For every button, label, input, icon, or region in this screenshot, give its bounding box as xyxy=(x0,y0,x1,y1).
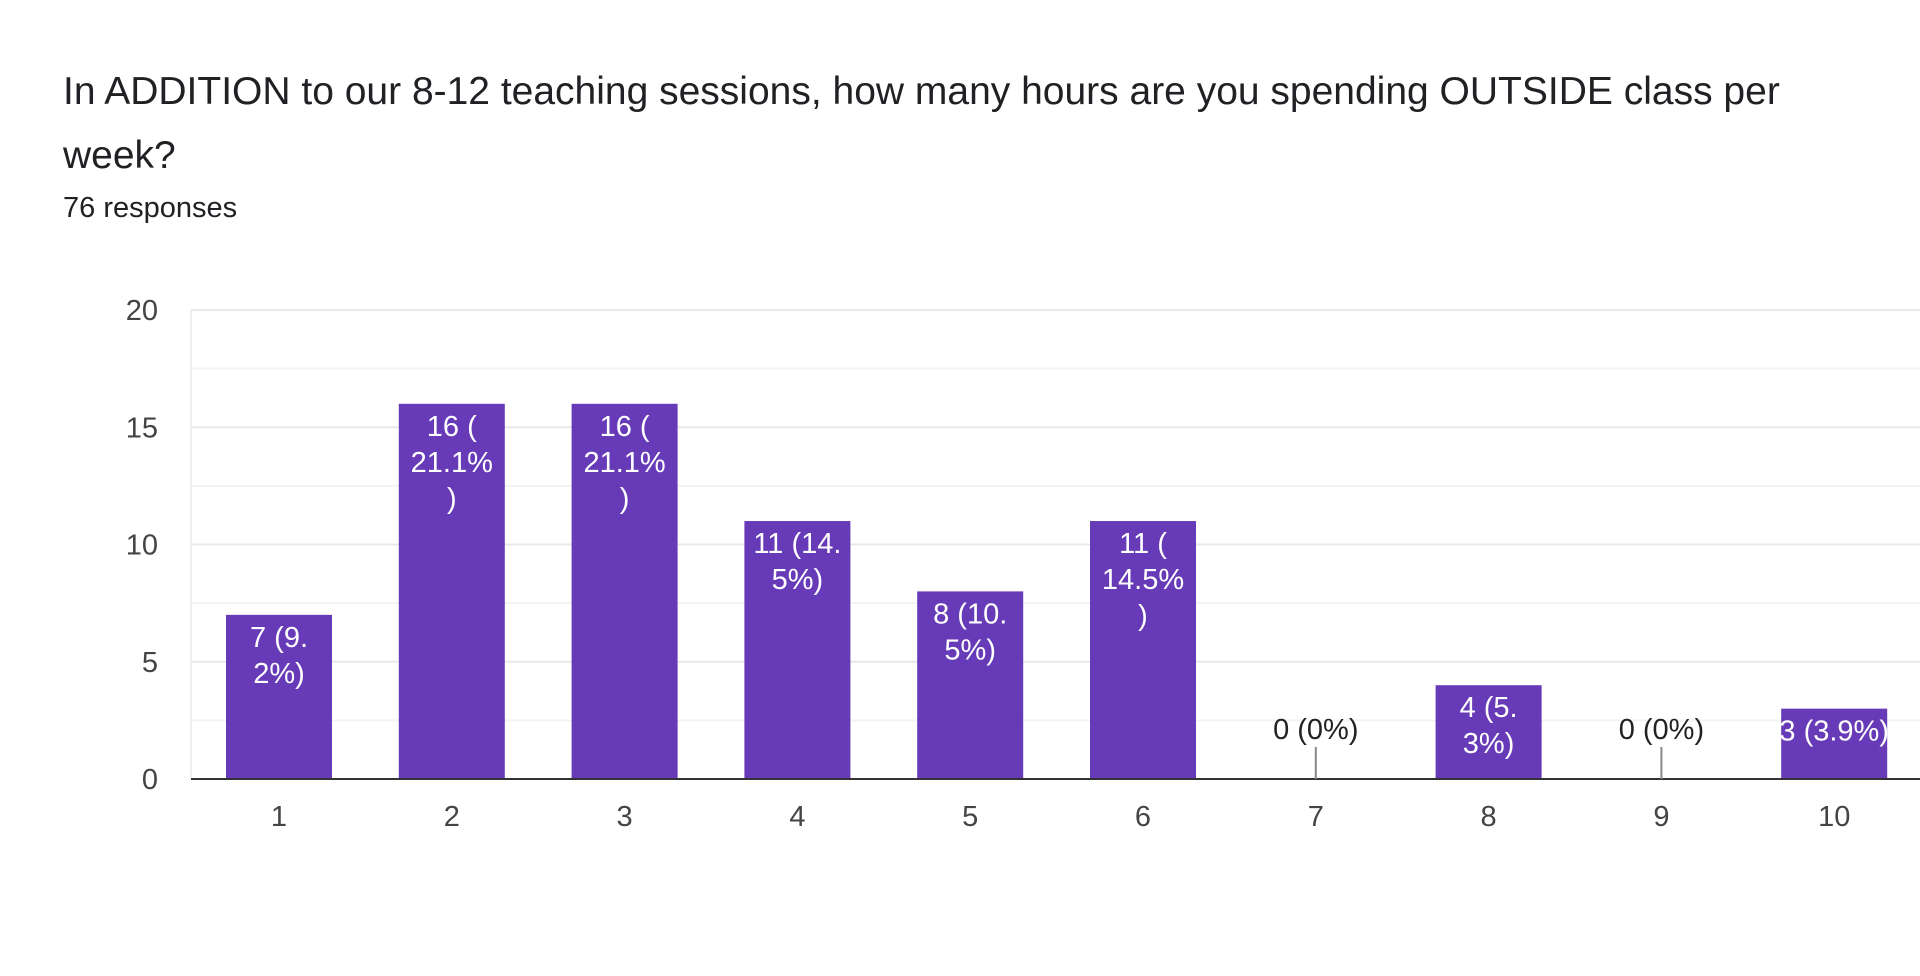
bars xyxy=(226,403,1888,779)
data-label: 16 ( xyxy=(600,411,650,443)
data-label: 3 (3.9%) xyxy=(1779,716,1889,748)
labels: 0 5 10 15 20 7 (9. 2%) 1 16 ( 21.1%) 2 16 ( 21.1%) 3 1… xyxy=(126,295,1889,833)
bar xyxy=(571,403,678,779)
data-label: 0 (0%) xyxy=(1619,714,1704,746)
bar xyxy=(226,614,332,779)
response-count: 76 responses xyxy=(63,192,238,224)
data-label: 21.1% xyxy=(583,447,665,479)
y-tick-label: 20 xyxy=(126,295,158,327)
data-label: 2%) xyxy=(253,658,305,690)
bar xyxy=(1781,708,1888,779)
data-label: ) xyxy=(620,483,630,515)
x-tick-label: 2 xyxy=(444,801,460,833)
x-tick-label: 4 xyxy=(789,801,805,833)
data-label: 5%) xyxy=(944,634,996,666)
x-tick-label: 10 xyxy=(1818,801,1850,833)
question-title: In ADDITION to our 8-12 teaching session… xyxy=(63,70,1780,177)
bar xyxy=(917,591,1024,779)
data-label: ) xyxy=(1138,600,1148,632)
data-label: 4 (5. xyxy=(1460,692,1518,724)
x-tick-label: 8 xyxy=(1481,801,1497,833)
data-label: ) xyxy=(447,483,457,515)
x-tick-label: 5 xyxy=(962,801,978,833)
data-label: 11 (14. xyxy=(753,528,841,560)
bar xyxy=(398,403,505,779)
x-tick-label: 9 xyxy=(1653,801,1669,833)
data-label: 3%) xyxy=(1463,728,1515,760)
y-tick-label: 15 xyxy=(126,412,158,444)
bar xyxy=(1435,685,1542,779)
data-label: 5%) xyxy=(772,564,824,596)
data-label: 16 ( xyxy=(427,411,477,443)
data-label: 11 ( xyxy=(1119,528,1167,560)
y-tick-label: 10 xyxy=(126,530,158,562)
x-tick-label: 1 xyxy=(271,801,287,833)
y-tick-label: 0 xyxy=(142,764,158,796)
bar xyxy=(1090,521,1196,779)
data-label: 7 (9. xyxy=(250,622,308,654)
bar xyxy=(744,521,851,779)
x-tick-label: 6 xyxy=(1135,801,1151,833)
data-label: 14.5% xyxy=(1102,564,1184,596)
y-tick-label: 5 xyxy=(142,647,158,679)
x-tick-label: 3 xyxy=(617,801,633,833)
data-label: 8 (10. xyxy=(933,598,1007,630)
data-label: 21.1% xyxy=(411,447,493,479)
data-label: 0 (0%) xyxy=(1273,714,1358,746)
x-tick-label: 7 xyxy=(1308,801,1324,833)
